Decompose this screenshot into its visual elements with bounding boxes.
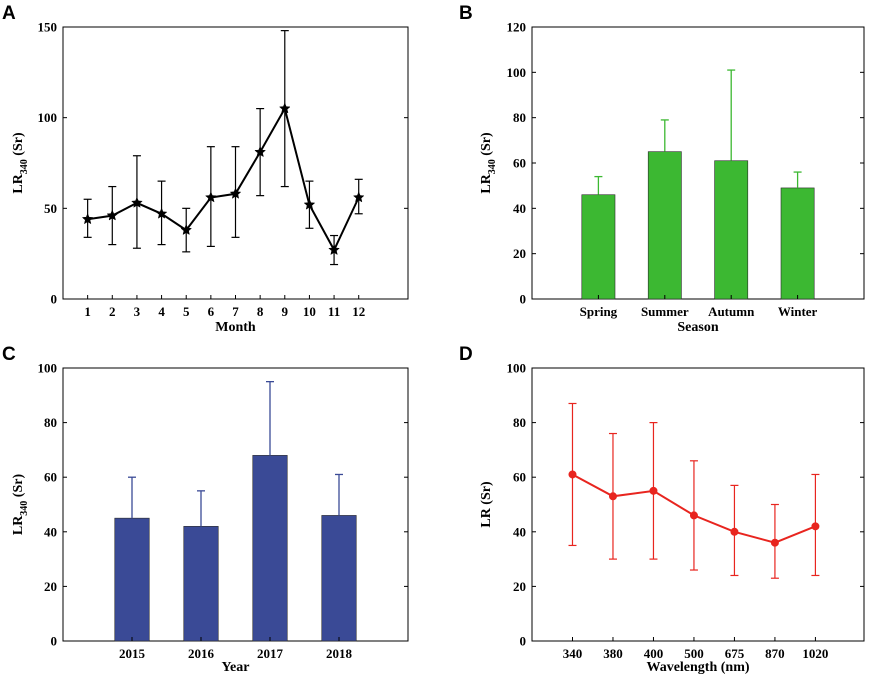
- chart-panel-d: D 0 20 40 60 80 100 LR (Sr) Wavelength (nm) 340 38…: [459, 344, 865, 675]
- y-tick-label: 40: [44, 524, 57, 539]
- x-tick-label: 380: [603, 646, 623, 661]
- x-tick-label: 6: [208, 304, 215, 319]
- data-point-marker: [204, 191, 217, 203]
- x-tick-label: 340: [563, 646, 583, 661]
- x-tick-label: 2016: [188, 646, 215, 661]
- x-axis-label: Month: [215, 320, 256, 335]
- data-point-marker: [229, 187, 242, 199]
- y-tick-label: 20: [513, 246, 526, 261]
- panel-letter: C: [2, 344, 16, 365]
- x-tick-label: 3: [134, 304, 141, 319]
- data-point-marker: [131, 196, 143, 208]
- data-point-marker: [180, 223, 193, 236]
- data-point-marker: [81, 213, 94, 225]
- data-point-marker: [352, 191, 365, 203]
- y-axis-label: LR340 (Sr): [479, 132, 498, 194]
- y-tick-label: 20: [44, 579, 57, 594]
- y-tick-label: 0: [51, 634, 58, 649]
- y-tick-label: 0: [520, 292, 527, 307]
- x-tick-label: 2017: [257, 646, 284, 661]
- y-tick-label: 0: [51, 292, 58, 307]
- y-tick-label: 60: [44, 470, 57, 485]
- bar: [647, 151, 682, 300]
- x-tick-label: 2015: [119, 646, 146, 661]
- bar: [114, 517, 150, 642]
- x-tick-label: Spring: [580, 304, 618, 319]
- series-line: [87, 105, 360, 253]
- x-tick-label: 675: [725, 646, 745, 661]
- y-tick-label: 40: [513, 524, 526, 539]
- x-tick-label: 4: [158, 304, 165, 319]
- x-tick-label: Autumn: [708, 304, 755, 319]
- y-tick-label: 100: [38, 110, 58, 125]
- y-tick-label: 120: [507, 20, 527, 35]
- bar: [714, 160, 749, 300]
- x-tick-label: 500: [684, 646, 704, 661]
- y-tick-label: 60: [513, 156, 526, 171]
- y-tick-label: 80: [513, 415, 526, 430]
- x-tick-label: 870: [765, 646, 785, 661]
- bar: [581, 194, 616, 300]
- x-tick-label: 9: [282, 304, 289, 319]
- x-axis-label: Wavelength (nm): [646, 660, 749, 675]
- y-tick-label: 100: [507, 65, 527, 80]
- y-axis-label: LR (Sr): [479, 481, 494, 528]
- data-point-marker: [155, 207, 168, 219]
- data-point-marker: [811, 522, 820, 531]
- y-tick-label: 40: [513, 201, 526, 216]
- x-tick-label: 1020: [802, 646, 828, 661]
- x-axis-label: Year: [222, 660, 250, 675]
- y-tick-label: 0: [520, 634, 527, 649]
- y-tick-label: 100: [38, 361, 58, 376]
- x-tick-label: 2018: [326, 646, 353, 661]
- x-tick-label: Summer: [641, 304, 689, 319]
- plot-frame: [531, 367, 865, 642]
- data-point-marker: [730, 527, 739, 536]
- x-tick-label: 11: [328, 304, 340, 319]
- bar: [321, 515, 357, 642]
- data-point-marker: [106, 209, 119, 221]
- data-point-marker: [328, 243, 340, 256]
- panel-letter: D: [459, 344, 473, 365]
- x-tick-label: 10: [303, 304, 316, 319]
- y-tick-label: 20: [513, 579, 526, 594]
- x-axis-label: Season: [677, 320, 718, 335]
- panel-letter: A: [2, 3, 16, 24]
- y-tick-label: 150: [38, 20, 58, 35]
- data-point-marker: [254, 145, 267, 158]
- x-tick-label: 7: [232, 304, 239, 319]
- bar: [252, 455, 288, 642]
- data-point-marker: [649, 486, 658, 495]
- x-tick-label: Winter: [778, 304, 818, 319]
- data-point-marker: [303, 198, 316, 210]
- bar: [183, 526, 219, 642]
- data-point-marker: [608, 492, 617, 501]
- x-tick-label: 1: [84, 304, 91, 319]
- panel-letter: B: [459, 3, 473, 24]
- y-axis-label: LR340 (Sr): [11, 474, 30, 536]
- x-tick-label: 12: [352, 304, 365, 319]
- y-tick-label: 80: [513, 110, 526, 125]
- x-tick-label: 5: [183, 304, 190, 319]
- bar: [780, 187, 815, 300]
- y-tick-label: 50: [44, 201, 57, 216]
- chart-panel-b: B 0 20 40 60 80 100 120 LR340 (Sr) Season Spring Su…: [459, 3, 865, 335]
- x-tick-label: 8: [257, 304, 264, 319]
- y-tick-label: 100: [507, 361, 527, 376]
- y-axis-label: LR340 (Sr): [11, 132, 30, 194]
- data-point-marker: [278, 102, 291, 114]
- plot-frame: [62, 367, 409, 642]
- x-tick-label: 2: [109, 304, 116, 319]
- y-tick-label: 80: [44, 415, 57, 430]
- chart-panel-c: C 0 20 40 60 80 100 LR340 (Sr) Year 2015 2016 2017 2…: [2, 344, 409, 675]
- data-point-marker: [689, 511, 698, 520]
- y-tick-label: 60: [513, 470, 526, 485]
- data-point-marker: [770, 538, 779, 547]
- data-point-marker: [568, 470, 577, 479]
- x-tick-label: 400: [644, 646, 664, 661]
